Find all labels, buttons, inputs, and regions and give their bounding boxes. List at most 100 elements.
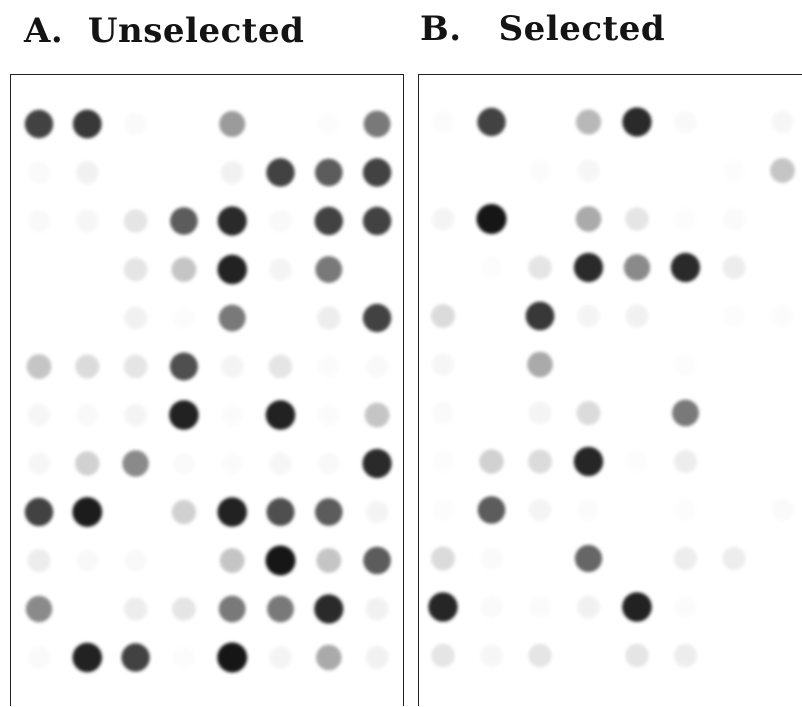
panel-a-spot-r10-c3: [124, 549, 147, 572]
panel-a-spot-r2-c6: [266, 158, 295, 187]
panel-b-spot-r8-c4: [573, 446, 604, 477]
panel-a-spot-r3-c4: [170, 207, 198, 235]
panel-a-spot-r12-c1: [27, 646, 51, 669]
panel-b-spot-r1-c1: [431, 110, 455, 134]
panel-a-spot-r1-c5: [219, 111, 246, 137]
panel-a-spot-r4-c4: [171, 257, 197, 282]
panel-a-spot-r8-c8: [362, 448, 392, 479]
panel-a-spot-r8-c3: [122, 450, 149, 477]
panel-b-letter: B.: [420, 9, 462, 49]
panel-b-spot-r2-c3: [528, 159, 552, 182]
panel-b-spot-r3-c7: [722, 207, 746, 231]
panel-a-spot-r2-c7: [315, 158, 343, 187]
panel-a-spot-r6-c4: [169, 352, 198, 381]
panel-b-spot-r8-c6: [673, 449, 698, 474]
panel-b-spot-r12-c1: [431, 643, 455, 668]
panel-a-spot-r3-c3: [123, 209, 148, 233]
panel-a-spot-r10-c1: [27, 548, 51, 573]
panel-a-spot-array: [24, 109, 392, 673]
panel-b-spot-r8-c5: [625, 450, 649, 473]
panel-b-spot-r12-c6: [673, 643, 698, 668]
panel-b-spot-r8-c1: [431, 450, 455, 473]
panel-a-spot-r6-c2: [75, 354, 100, 379]
panel-b-spot-r12-c5: [625, 643, 649, 668]
panel-a-spot-r9-c2: [72, 497, 103, 527]
panel-a-spot-r9-c7: [315, 498, 343, 526]
panel-b-spot-r5-c1: [431, 304, 455, 328]
panel-a-letter: A.: [24, 11, 64, 51]
panel-b-spot-r3-c1: [431, 207, 455, 231]
panel-a-spot-r1-c1: [24, 109, 54, 139]
panel-b-spot-r6-c6: [674, 353, 697, 376]
panel-a-spot-r4-c5: [217, 254, 247, 285]
panel-a-spot-r10-c7: [316, 548, 342, 573]
panel-b-spot-r11-c6: [674, 595, 697, 619]
panel-a-spot-r3-c1: [27, 209, 51, 233]
panel-a-spot-r9-c6: [266, 498, 295, 526]
panel-a-spot-r10-c5: [219, 548, 245, 573]
panel-b-spot-r6-c1: [431, 353, 455, 376]
panel-b-spot-r1-c4: [575, 109, 602, 135]
panel-a-spot-r6-c3: [123, 354, 148, 379]
panel-a-spot-r8-c1: [27, 452, 51, 475]
panel-b-spot-r4-c5: [623, 254, 651, 281]
panel-b-spot-r4-c7: [722, 255, 746, 280]
panel-a-spot-r4-c3: [123, 257, 148, 282]
panel-b-spot-r7-c3: [528, 401, 552, 425]
panel-a-spot-r11-c6: [267, 595, 294, 623]
panel-a-spot-r12-c4: [172, 646, 196, 669]
panel-a-spot-r9-c5: [217, 497, 247, 527]
panel-a-spot-r10-c2: [76, 549, 99, 572]
panel-b-spot-r1-c2: [477, 107, 506, 137]
panel-b-spot-r1-c8: [771, 110, 794, 134]
panel-a-spot-r4-c7: [315, 256, 343, 283]
panel-a-spot-r2-c8: [362, 158, 392, 187]
panel-a-spot-r7-c6: [265, 400, 296, 430]
panel-b-spot-r9-c8: [771, 498, 794, 522]
panel-a-spot-r1-c2: [72, 109, 102, 139]
panel-a-spot-r9-c4: [171, 499, 197, 525]
panel-a-spot-r11-c1: [25, 595, 53, 623]
panel-b-spot-r8-c3: [528, 449, 552, 474]
panel-b-spot-r10-c4: [574, 544, 603, 573]
panel-b-spot-r5-c4: [577, 304, 600, 328]
panel-a-spot-r5-c5: [218, 304, 246, 332]
panel-a-spot-r12-c8: [365, 646, 389, 669]
panel-a-spot-r6-c6: [268, 354, 293, 379]
panel-b-spot-r11-c3: [528, 595, 552, 619]
panel-a-spot-r11-c4: [172, 597, 196, 621]
panel-a-spot-r8-c4: [172, 452, 196, 475]
panel-a-spot-r6-c8: [365, 355, 389, 378]
panel-a-spot-r5-c7: [317, 306, 341, 330]
panel-a-spot-r12-c6: [269, 646, 292, 669]
panel-b-spot-r3-c6: [674, 207, 697, 231]
panel-a-spot-r7-c2: [76, 403, 99, 427]
panel-a-blot: [10, 74, 404, 706]
panel-a-spot-r11-c8: [365, 597, 389, 621]
panel-a-spot-r3-c5: [217, 206, 247, 236]
panel-b-spot-r3-c5: [625, 207, 649, 231]
panel-b-spot-r11-c2: [480, 595, 503, 619]
panel-a-spot-r8-c6: [269, 452, 292, 475]
panel-b-spot-r3-c4: [575, 206, 602, 232]
panel-a-spot-r7-c4: [169, 400, 199, 430]
panel-a-spot-r12-c3: [121, 643, 150, 672]
panel-a-spot-r8-c5: [221, 452, 244, 475]
panel-b-spot-r1-c6: [674, 110, 697, 134]
panel-a-spot-r3-c6: [269, 209, 292, 233]
panel-b-spot-r10-c2: [480, 547, 503, 570]
panel-a-spot-r6-c7: [317, 355, 340, 378]
panel-a-spot-r6-c1: [26, 354, 52, 379]
panel-b-spot-r5-c7: [722, 304, 746, 328]
panel-a-spot-r8-c2: [75, 451, 100, 476]
panel-a-spot-r6-c5: [220, 355, 244, 378]
panel-b-spot-r9-c4: [577, 498, 600, 522]
panel-b-spot-r3-c2: [476, 204, 507, 234]
panel-a-spot-r3-c7: [314, 206, 343, 236]
panel-b-spot-r8-c2: [479, 449, 504, 474]
panel-b-spot-r5-c3: [525, 301, 555, 331]
panel-b-spot-r4-c6: [670, 252, 701, 283]
panel-b-spot-r7-c4: [576, 401, 601, 425]
panel-b-spot-r5-c8: [771, 304, 794, 328]
panel-a-spot-r12-c2: [72, 642, 103, 673]
